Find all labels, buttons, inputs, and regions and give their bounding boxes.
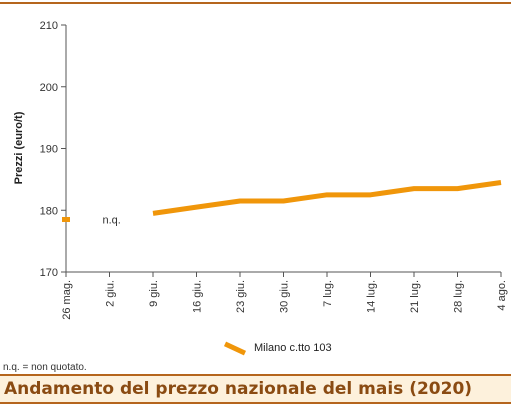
title-bar: Andamento del prezzo nazionale del mais … [0,374,511,404]
x-axis-ticks: 26 mag. 2 giu. 9 giu. 16 giu. 23 giu. 30 giu.… [61,272,508,320]
legend-label: Milano c.tto 103 [254,342,332,354]
page-title: Andamento del prezzo nazionale del mais … [4,379,473,399]
top-rule [0,2,511,4]
nq-annotation: n.q. [103,215,121,227]
axes [65,25,501,273]
y-tick-label: 170 [40,267,58,279]
x-tick-label: 7 lug. [322,280,334,307]
x-tick-label: 30 giu. [279,280,291,313]
legend-swatch [223,341,247,355]
y-tick-label: 200 [40,82,58,94]
y-axis-ticks: 170 180 190 200 210 [40,20,66,279]
x-tick-label: 9 giu. [148,280,160,307]
x-tick-label: 26 mag. [61,280,73,320]
x-tick-label: 28 lug. [453,280,465,313]
x-tick-label: 2 giu. [105,280,117,307]
x-tick-label: 4 ago. [496,280,508,311]
y-tick-label: 210 [40,20,58,32]
x-tick-label: 23 giu. [235,280,247,313]
price-line-chart: 170 180 190 200 210 26 mag. 2 giu. 9 giu. 16 gi… [13,20,508,320]
y-tick-label: 180 [40,205,58,217]
footnote: n.q. = non quotato. [3,362,87,373]
x-tick-label: 21 lug. [409,280,421,313]
x-tick-label: 16 giu. [192,280,204,313]
x-tick-label: 14 lug. [366,280,378,313]
annotations-layer: n.q. [103,215,121,227]
series-layer [62,179,502,223]
y-axis-label: Prezzi (euro/t) [13,111,25,184]
series-line [152,179,502,216]
legend: Milano c.tto 103 [223,340,332,356]
y-tick-label: 190 [40,144,58,156]
